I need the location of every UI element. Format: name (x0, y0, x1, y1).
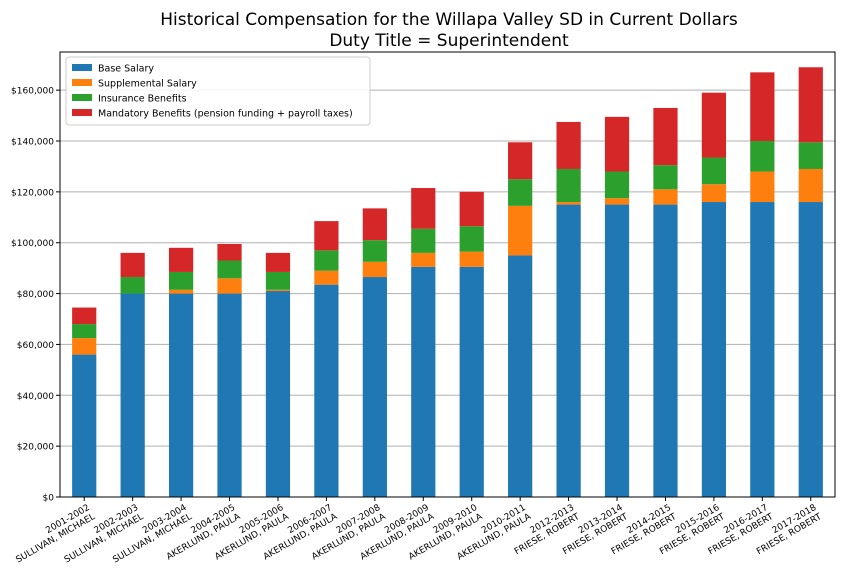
bar-segment (72, 338, 97, 355)
bar-segment (72, 324, 97, 339)
legend-swatch (72, 109, 92, 116)
bar-segment (362, 261, 387, 278)
legend-swatch (72, 94, 92, 101)
legend-label: Mandatory Benefits (pension funding + pa… (98, 109, 353, 120)
bar-segment (653, 107, 678, 166)
bar-segment (556, 168, 581, 203)
bar-segment (653, 189, 678, 205)
bar-segment (459, 251, 484, 267)
chart-title-line2: Duty Title = Superintendent (329, 31, 569, 51)
bar-segment (314, 250, 339, 271)
legend-swatch (72, 64, 92, 71)
bar-segment (556, 121, 581, 169)
bar-segment (556, 204, 581, 498)
bar-segment (750, 171, 775, 203)
bar-segment (120, 277, 145, 294)
bar-segment (508, 179, 533, 206)
bar-segment (265, 289, 291, 292)
bar-segment (604, 198, 630, 205)
bar-segment (120, 252, 145, 278)
bar-segment (604, 171, 630, 199)
bar-segment (750, 202, 775, 497)
plot-frame (59, 51, 836, 498)
bar-segment (798, 142, 823, 169)
bar-segment (72, 354, 97, 497)
bar-segment (459, 191, 484, 227)
bar-segment (217, 243, 242, 261)
legend: Base Salary Supplemental Salary Insurance … (65, 56, 371, 126)
legend-swatch (72, 79, 92, 86)
y-tick-label: $60,000 (17, 341, 54, 351)
y-tick-label: $20,000 (17, 443, 54, 453)
bar-segment (411, 266, 436, 497)
bar-segment (459, 226, 484, 252)
bar-segment (217, 278, 242, 294)
bar-segment (120, 293, 145, 497)
legend-label: Base Salary (98, 64, 154, 75)
bar-segment (556, 202, 581, 205)
chart-title-line1: Historical Compensation for the Willapa … (160, 10, 738, 30)
bar-segment (168, 293, 194, 497)
bar-segment (653, 204, 678, 498)
bar-segment (604, 116, 630, 172)
bar-segment (701, 157, 727, 185)
bar-segment (701, 184, 727, 203)
bar-segment (798, 168, 823, 203)
y-tick-label: $40,000 (17, 392, 54, 402)
bar-segment (168, 271, 194, 290)
bar-segment (217, 293, 242, 497)
bar-segment (750, 141, 775, 172)
bar-segment (72, 307, 97, 325)
bar-segment (265, 291, 291, 497)
y-tick-label: $140,000 (11, 138, 54, 148)
bar-segment (411, 188, 436, 229)
legend-label: Supplemental Salary (98, 79, 197, 90)
bar-segment (411, 252, 436, 267)
bar-segment (217, 260, 242, 279)
y-tick-label: $160,000 (11, 87, 54, 97)
legend-box (65, 56, 371, 126)
bar-segment (314, 270, 339, 285)
bar-segment (508, 142, 533, 180)
legend-label: Insurance Benefits (98, 94, 187, 105)
bar-segment (411, 228, 436, 253)
y-tick-label: $120,000 (11, 188, 54, 198)
bar-segment (798, 202, 823, 497)
bar-segment (362, 208, 387, 241)
bar-segment (314, 284, 339, 497)
bar-segment (168, 289, 194, 294)
y-tick-label: $100,000 (11, 239, 54, 249)
bars (72, 67, 823, 498)
bar-segment (168, 247, 194, 272)
bar-segment (508, 255, 533, 497)
bar-segment (604, 204, 630, 498)
bar-segment (701, 202, 727, 497)
y-tick-label: $0 (43, 494, 55, 504)
bar-segment (314, 221, 339, 251)
bar-segment (265, 252, 291, 272)
bar-segment (701, 92, 727, 158)
bar-segment (362, 240, 387, 262)
y-axis: $0 $20,000 $40,000 $60,000 $80,000 $100,000 $1… (11, 87, 60, 504)
bar-segment (508, 205, 533, 256)
bar-segment (653, 165, 678, 190)
bar-segment (362, 277, 387, 497)
bar-segment (750, 72, 775, 141)
bar-segment (798, 67, 823, 143)
bar-segment (265, 271, 291, 290)
y-tick-label: $80,000 (17, 290, 54, 300)
bar-segment (459, 266, 484, 497)
